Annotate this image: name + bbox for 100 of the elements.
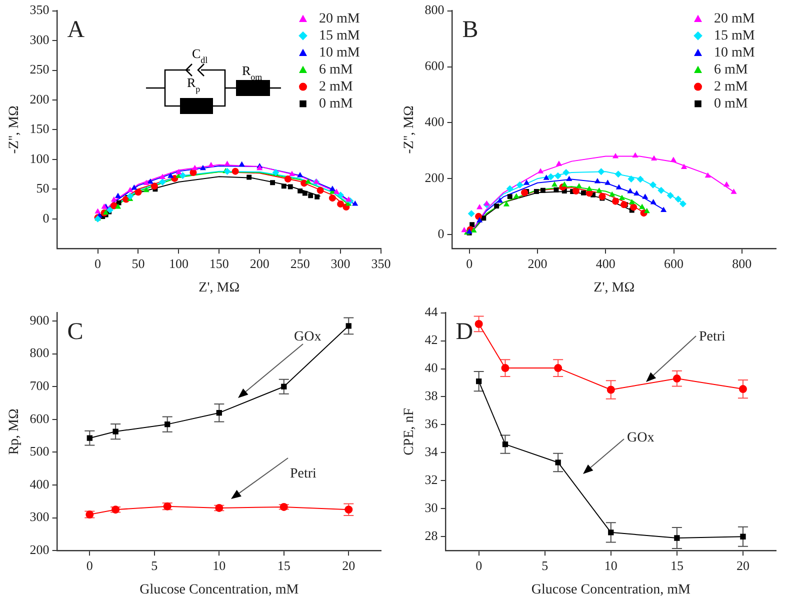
x-tick-label: 15 — [277, 558, 290, 573]
point — [143, 186, 150, 192]
point — [534, 189, 539, 194]
legend-label: 10 mM — [319, 45, 360, 60]
y-tick-label: 350 — [30, 2, 50, 18]
annotation: Petri — [699, 330, 726, 345]
x-tick-label: 5 — [542, 558, 548, 573]
point — [566, 176, 572, 181]
point — [627, 188, 634, 194]
annotation: D — [456, 319, 474, 346]
point — [507, 194, 512, 200]
x-axis-title: Z', MΩ — [198, 280, 240, 296]
point — [337, 192, 344, 199]
x-tick-label: 10 — [212, 558, 226, 573]
point — [594, 178, 600, 184]
point — [628, 198, 635, 204]
x-axis-title: Glucose Concentration, mM — [531, 582, 691, 598]
point — [470, 227, 477, 232]
y-tick-label: 40 — [424, 360, 438, 376]
y-tick-label: 30 — [424, 500, 438, 516]
annotation: A — [67, 17, 86, 44]
point — [238, 161, 245, 167]
x-tick-label: 400 — [596, 256, 616, 271]
point — [288, 170, 296, 176]
x-tick-label: 0 — [466, 256, 473, 271]
point — [554, 187, 559, 192]
point — [598, 168, 605, 176]
point — [337, 200, 344, 208]
point — [284, 176, 292, 183]
x-tick-label: 200 — [528, 256, 548, 271]
y-axis-title: CPE, nF — [402, 408, 418, 456]
y-tick-label: 250 — [30, 62, 50, 77]
x-tick-label: 250 — [290, 256, 310, 271]
y-tick-label: 800 — [424, 2, 444, 18]
point — [674, 196, 682, 203]
legend-label: 0 mM — [714, 96, 748, 112]
point — [126, 192, 134, 200]
x-tick-label: 50 — [132, 256, 145, 271]
annotation: GOx — [627, 430, 654, 446]
point — [192, 164, 198, 170]
point — [134, 188, 142, 196]
point — [650, 155, 658, 161]
point — [556, 160, 562, 166]
point — [94, 208, 101, 214]
y-tick-label: 400 — [424, 114, 444, 130]
x-tick-label: 0 — [476, 558, 482, 573]
annotation: C$_{dl}$ — [192, 46, 208, 65]
point — [143, 180, 150, 185]
point — [554, 172, 562, 180]
point — [476, 217, 483, 222]
y-tick-label: 600 — [424, 58, 444, 74]
x-tick-label: 15 — [670, 558, 684, 573]
y-tick-label: 300 — [30, 509, 50, 524]
point — [618, 194, 626, 200]
annotation: Petri — [290, 466, 317, 482]
x-tick-label: 300 — [330, 256, 350, 271]
point — [576, 182, 582, 188]
point — [232, 168, 239, 175]
annotation: R$_{om}$ — [242, 63, 262, 82]
legend-label: 6 mM — [319, 62, 354, 78]
point — [316, 186, 324, 194]
y-tick-label: 100 — [30, 150, 50, 166]
y-tick-label: 200 — [424, 170, 444, 186]
point — [159, 178, 166, 186]
point — [538, 168, 544, 174]
point — [679, 200, 686, 208]
x-tick-label: 600 — [664, 256, 684, 271]
point — [616, 184, 622, 190]
point — [346, 196, 352, 202]
point — [680, 164, 688, 169]
point — [521, 189, 528, 196]
point — [168, 172, 174, 178]
point — [596, 187, 602, 193]
point — [634, 190, 640, 196]
y-tick-label: 300 — [30, 32, 50, 47]
y-tick-label: 44 — [424, 304, 438, 320]
point — [461, 226, 468, 232]
y-tick-label: 400 — [30, 476, 50, 492]
point — [190, 169, 197, 176]
y-tick-label: 28 — [424, 528, 438, 544]
legend-label: 20 mM — [714, 11, 756, 26]
x-tick-label: 350 — [371, 256, 391, 271]
point — [496, 198, 504, 203]
y-tick-label: 0 — [42, 210, 50, 226]
point — [639, 204, 646, 209]
point — [551, 181, 558, 187]
y-tick-label: 36 — [424, 416, 438, 432]
y-axis-title: Rp, MΩ — [7, 408, 22, 455]
point — [176, 169, 182, 174]
point — [614, 170, 622, 178]
point — [513, 193, 520, 198]
point — [612, 153, 619, 158]
point — [516, 181, 524, 188]
point — [604, 180, 611, 185]
point — [328, 194, 336, 202]
x-tick-label: 0 — [94, 256, 102, 271]
point — [670, 156, 676, 162]
x-tick-label: 20 — [342, 558, 356, 573]
point — [476, 204, 483, 210]
y-tick-label: 0 — [438, 226, 444, 242]
